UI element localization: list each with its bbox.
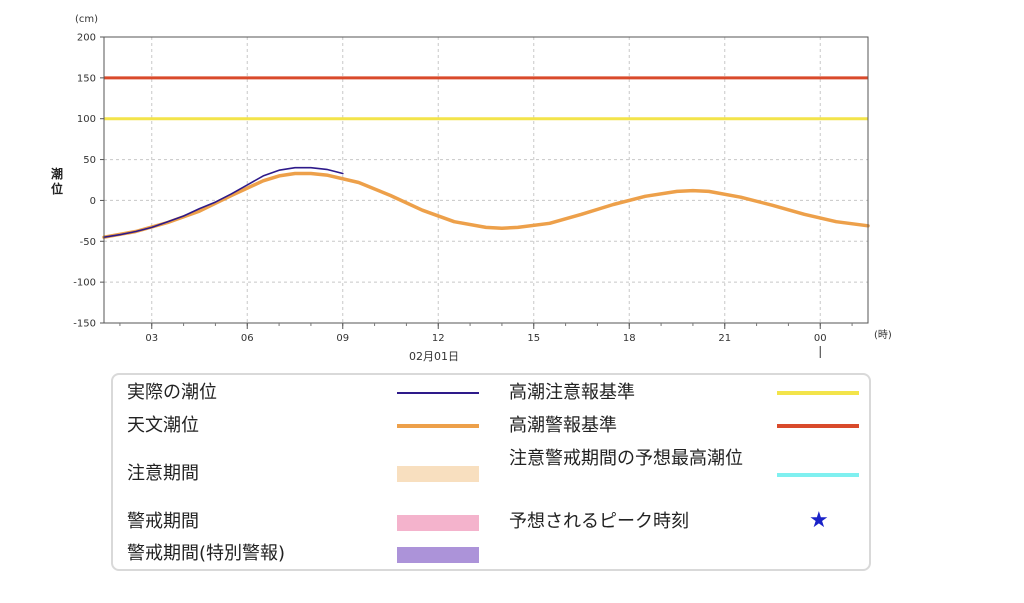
y-axis-label-char: 位 bbox=[51, 181, 63, 196]
legend-swatch-warning bbox=[397, 515, 479, 531]
legend-label-advisory: 高潮注意報基準 bbox=[509, 382, 635, 403]
star-icon: ★ bbox=[809, 508, 829, 533]
legend-swatch-advisory-line bbox=[777, 391, 859, 395]
y-tick-label: 50 bbox=[83, 155, 96, 166]
legend-swatch-warning-line bbox=[777, 424, 859, 428]
legend-swatch-astro bbox=[397, 424, 479, 428]
y-tick-label: 100 bbox=[77, 114, 96, 125]
legend-swatch-special bbox=[397, 547, 479, 563]
x-tick-label: 00 bbox=[814, 333, 827, 344]
x-axis-ticks: 03 06 09 12 15 18 21 00 bbox=[119, 323, 853, 344]
x-tick-label: 15 bbox=[527, 333, 540, 344]
x-tick-label: 03 bbox=[145, 333, 158, 344]
series-lines bbox=[102, 166, 870, 239]
x-tick-label: 06 bbox=[241, 333, 254, 344]
legend-label-warning-line: 高潮警報基準 bbox=[509, 415, 617, 436]
legend-label-peak-time: 予想されるピーク時刻 bbox=[509, 511, 689, 532]
series-line-astro bbox=[102, 171, 870, 239]
x-tick-label: 21 bbox=[718, 333, 731, 344]
grid bbox=[104, 37, 868, 323]
y-tick-label: 150 bbox=[77, 73, 96, 84]
y-tick-label: 200 bbox=[77, 33, 96, 44]
y-tick-label: 0 bbox=[90, 196, 96, 207]
legend: 実際の潮位 天文潮位 注意期間 警戒期間 警戒期間(特別警報) 高潮注意報基準 … bbox=[111, 373, 871, 571]
y-tick-label: -150 bbox=[73, 319, 96, 330]
legend-swatch-forecast-peak bbox=[777, 473, 859, 477]
legend-label-caution: 注意期間 bbox=[127, 463, 199, 484]
legend-label-astro: 天文潮位 bbox=[127, 415, 199, 436]
x-tick-label: 09 bbox=[336, 333, 349, 344]
x-axis-unit: (時) bbox=[874, 329, 892, 341]
legend-swatch-caution bbox=[397, 466, 479, 482]
x-tick-label: 12 bbox=[432, 333, 445, 344]
legend-swatch-actual bbox=[397, 392, 479, 394]
threshold-lines bbox=[104, 76, 868, 121]
series-line-actual bbox=[103, 166, 344, 238]
legend-label-actual: 実際の潮位 bbox=[127, 382, 217, 403]
x-tick-label: 18 bbox=[623, 333, 636, 344]
legend-label-forecast-peak: 注意警戒期間の予想最高潮位 bbox=[509, 448, 743, 469]
legend-label-warning: 警戒期間 bbox=[127, 511, 199, 532]
y-tick-label: -100 bbox=[73, 278, 96, 289]
y-axis-label-char: 潮 bbox=[51, 166, 63, 181]
y-axis-unit: (cm) bbox=[75, 14, 98, 25]
plot-frame bbox=[103, 36, 869, 324]
y-axis-ticks: 200 150 100 50 0 -50 -100 -150 bbox=[73, 33, 104, 330]
y-tick-label: -50 bbox=[80, 237, 96, 248]
tide-chart: 200 150 100 50 0 -50 -100 -150 03 06 09 12 15 18 21 00… bbox=[51, 14, 892, 363]
legend-label-special: 警戒期間(特別警報) bbox=[127, 543, 286, 564]
date-label: 02月01日 bbox=[409, 350, 459, 363]
y-axis-label: 潮位 bbox=[51, 166, 63, 196]
